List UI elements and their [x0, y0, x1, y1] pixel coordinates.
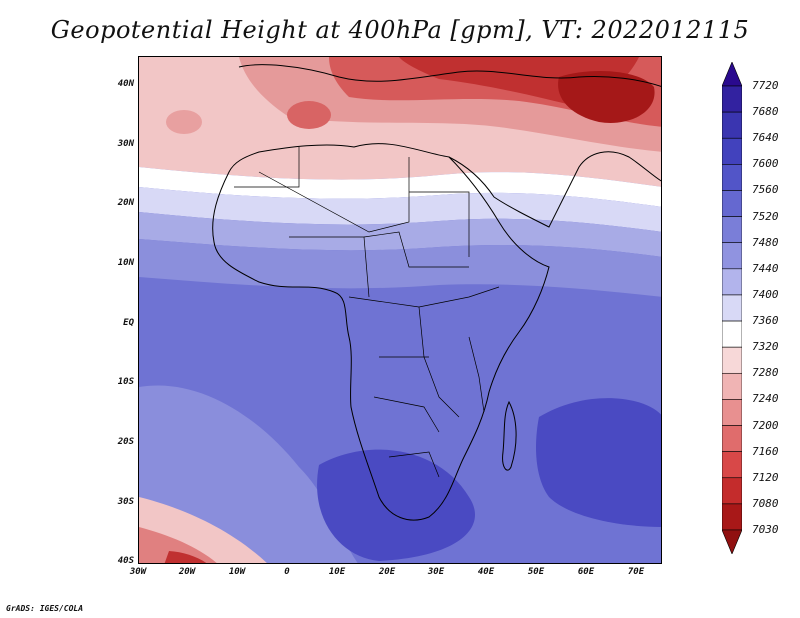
colorbar-cell [722, 190, 742, 217]
colorbar-cell [722, 164, 742, 191]
field-deep-indian [536, 398, 661, 527]
colorbar-cell [722, 477, 742, 505]
colorbar-cell [722, 503, 742, 531]
lon-label-70e: 70E [627, 567, 645, 577]
colorbar-cell [722, 399, 742, 426]
lon-label-10w: 10W [228, 567, 246, 577]
grads-credit: GrADS: IGES/COLA [6, 604, 84, 613]
colorbar-label: 7280 [752, 366, 779, 380]
colorbar-label: 7360 [752, 314, 779, 328]
colorbar-label: 7320 [752, 340, 779, 354]
colorbar-cell [722, 85, 742, 113]
mediterranean-coastline [238, 64, 661, 87]
lat-label-20n: 20N [117, 198, 134, 208]
field-band-n4 [139, 239, 661, 297]
colorbar-cell [722, 216, 742, 244]
map-panel [138, 56, 662, 564]
lat-label-10n: 10N [117, 258, 134, 268]
colorbar-cell [722, 346, 742, 374]
colorbar-label: 7440 [752, 261, 779, 275]
colorbar-label: 7240 [752, 392, 779, 406]
field-red-atlantic [166, 110, 202, 134]
colorbar-cell [722, 137, 742, 165]
field-red-sahara [287, 101, 331, 129]
colorbar-label: 7160 [752, 444, 779, 458]
lat-label-eq: EQ [123, 318, 134, 328]
madagascar-coastline [502, 400, 517, 471]
colorbar-top-triangle [722, 62, 742, 87]
geopotential-field [139, 57, 661, 563]
colorbar-cell [722, 111, 742, 139]
lat-label-30n: 30N [117, 139, 134, 149]
colorbar-label: 7720 [752, 79, 779, 92]
colorbar-label: 7520 [752, 209, 779, 223]
lon-label-20w: 20W [178, 567, 196, 577]
colorbar-cell [722, 320, 742, 348]
lat-label-40s: 40S [117, 556, 134, 566]
field-red-core [558, 71, 655, 123]
field-sw-red [139, 527, 217, 563]
colorbar-label: 7640 [752, 131, 779, 145]
lon-label-10e: 10E [328, 567, 346, 577]
colorbar-label: 7080 [752, 496, 779, 510]
colorbar-cell [722, 425, 742, 452]
map-title: Geopotential Height at 400hPa [gpm], VT:… [50, 16, 750, 44]
colorbar-label: 7200 [752, 418, 779, 432]
colorbar-label: 7120 [752, 470, 779, 484]
colorbar-label: 7400 [752, 287, 779, 301]
field-band-white [139, 167, 661, 207]
colorbar-cell [722, 268, 742, 296]
lon-label-20e: 20E [378, 567, 396, 577]
lon-label-60e: 60E [577, 567, 595, 577]
lat-label-30s: 30S [117, 497, 134, 507]
colorbar-cell [722, 451, 742, 479]
country-borders [234, 147, 500, 478]
lon-label-40e: 40E [477, 567, 495, 577]
field-deep-south [317, 449, 475, 561]
field-band-n2 [139, 187, 661, 232]
lat-label-20s: 20S [117, 437, 134, 447]
colorbar-bottom-triangle [722, 529, 742, 554]
lon-label-0: 0 [284, 567, 290, 577]
lon-label-30w: 30W [129, 567, 147, 577]
field-sw-red-core [164, 551, 207, 563]
lat-label-10s: 10S [117, 377, 134, 387]
africa-coastline [212, 143, 550, 521]
colorbar-cell [722, 294, 742, 322]
colorbar [722, 62, 742, 554]
colorbar-label: 7600 [752, 157, 779, 171]
arabia-coastline [448, 151, 661, 228]
colorbar-cell [722, 242, 742, 270]
lat-label-40n: 40N [117, 79, 134, 89]
colorbar-label: 7030 [752, 523, 779, 536]
colorbar-label: 7680 [752, 105, 779, 119]
colorbar-label: 7560 [752, 183, 779, 197]
colorbar-cell [722, 372, 742, 400]
lon-label-30e: 30E [427, 567, 445, 577]
lon-label-50e: 50E [527, 567, 545, 577]
colorbar-label: 7480 [752, 235, 779, 249]
